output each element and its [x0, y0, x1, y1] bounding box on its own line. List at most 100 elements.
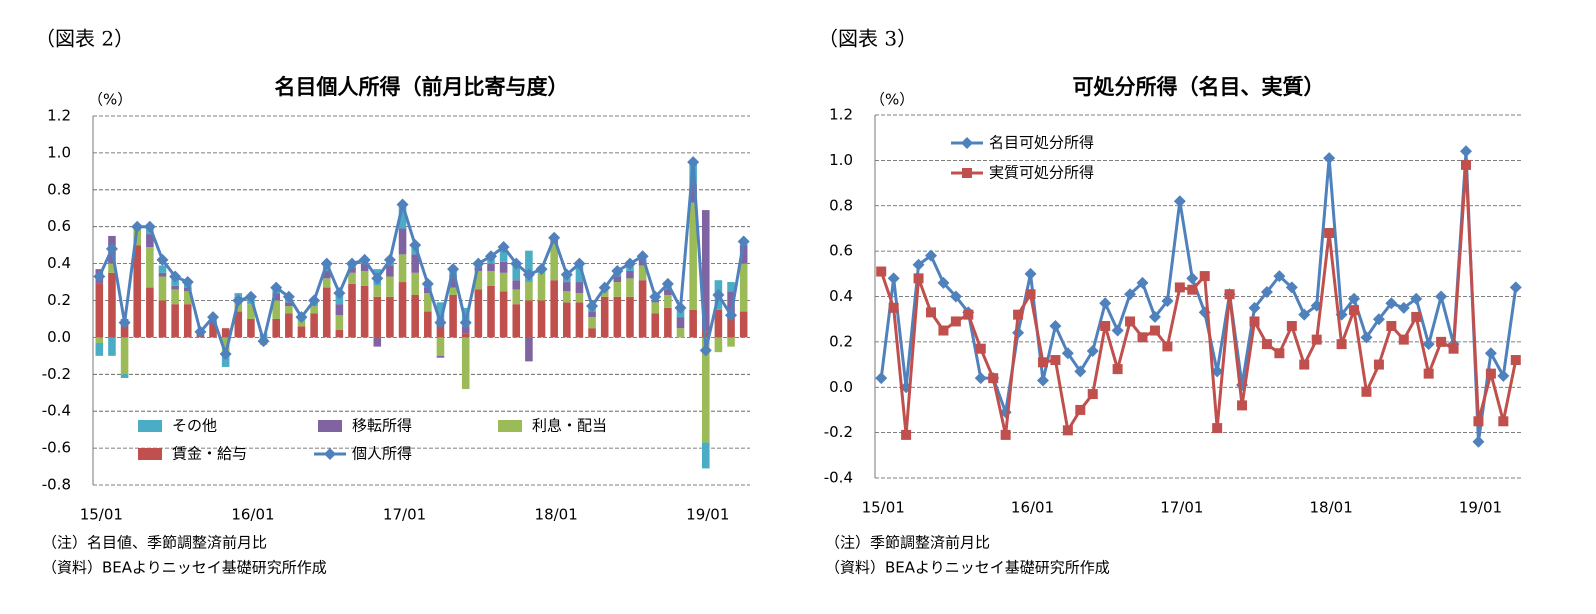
bar — [360, 270, 369, 286]
bar — [689, 184, 697, 203]
bar — [373, 285, 382, 297]
bar — [512, 304, 521, 338]
bar — [285, 313, 293, 338]
marker — [396, 198, 409, 211]
bar — [386, 296, 394, 338]
marker — [1074, 365, 1087, 378]
y-tick-label: -0.4 — [42, 402, 71, 420]
bar — [727, 337, 735, 347]
marker — [875, 372, 888, 385]
y-tick-label: 0.6 — [829, 242, 853, 260]
bar — [95, 283, 104, 338]
line — [879, 151, 1518, 442]
marker — [1373, 359, 1384, 370]
bar — [171, 289, 179, 305]
marker — [1386, 320, 1397, 331]
legend-label: 個人所得 — [352, 445, 412, 463]
marker — [598, 281, 611, 294]
bar — [563, 291, 571, 303]
marker — [282, 290, 295, 303]
marker — [1273, 270, 1286, 283]
y-tick-label: 0.2 — [829, 332, 853, 350]
marker — [1436, 336, 1447, 347]
bar — [512, 280, 521, 290]
marker — [105, 242, 118, 255]
marker — [1473, 416, 1484, 427]
bar — [613, 296, 622, 338]
marker — [1162, 341, 1173, 352]
marker — [876, 266, 887, 277]
bar — [651, 302, 660, 314]
marker — [1111, 324, 1124, 337]
marker — [421, 277, 434, 290]
marker — [1336, 339, 1347, 350]
marker — [270, 281, 283, 294]
marker — [1285, 281, 1298, 294]
bar — [474, 289, 483, 338]
marker — [1062, 425, 1073, 436]
legend-label: 実質可処分所得 — [989, 164, 1094, 182]
bar — [221, 328, 230, 338]
marker — [925, 307, 936, 318]
marker — [1087, 389, 1098, 400]
bar — [285, 306, 293, 314]
marker — [1348, 292, 1361, 305]
x-tick-label: 19/01 — [1459, 499, 1502, 517]
marker — [1411, 311, 1422, 322]
bar — [739, 263, 748, 312]
marker — [169, 270, 182, 283]
bar — [322, 278, 331, 288]
bar — [664, 307, 672, 338]
bar — [727, 291, 735, 314]
marker — [1497, 369, 1510, 382]
bar — [499, 261, 508, 273]
x-tick-label: 16/01 — [1011, 499, 1054, 517]
bar — [424, 293, 432, 312]
marker — [687, 156, 700, 169]
marker — [232, 294, 245, 307]
bar — [588, 328, 596, 338]
bar — [487, 263, 495, 271]
bar — [360, 263, 369, 271]
bar — [638, 280, 647, 338]
marker — [699, 344, 712, 357]
marker — [737, 235, 750, 248]
bar — [272, 300, 280, 319]
bar — [525, 250, 533, 283]
marker — [1000, 429, 1011, 440]
marker — [295, 311, 308, 324]
x-tick-label: 15/01 — [80, 506, 123, 524]
y-tick-label: 1.2 — [829, 106, 853, 124]
marker — [961, 137, 973, 149]
marker — [1248, 301, 1261, 314]
marker — [93, 270, 106, 283]
legend-label: 賃金・給与 — [172, 445, 247, 463]
bar — [348, 267, 356, 273]
y-tick-label: -0.2 — [824, 423, 853, 441]
marker — [156, 253, 169, 266]
legend-swatch — [318, 420, 342, 432]
bar — [487, 285, 495, 338]
marker — [988, 373, 999, 384]
marker — [1498, 416, 1509, 427]
marker — [131, 220, 144, 233]
marker — [548, 231, 561, 244]
bar — [701, 337, 710, 443]
marker — [949, 290, 962, 303]
marker — [1472, 435, 1485, 448]
legend-label: 移転所得 — [352, 417, 412, 435]
marker — [320, 257, 333, 270]
marker — [1224, 289, 1235, 300]
x-tick-label: 18/01 — [1310, 499, 1353, 517]
bar — [373, 296, 382, 338]
marker — [1013, 309, 1024, 320]
bar — [575, 293, 584, 303]
marker — [962, 168, 972, 178]
bar — [537, 272, 546, 301]
bar — [158, 265, 167, 273]
marker — [1075, 404, 1086, 415]
bar — [461, 333, 470, 338]
bar — [449, 287, 457, 295]
y-tick-label: 0.6 — [47, 217, 71, 235]
